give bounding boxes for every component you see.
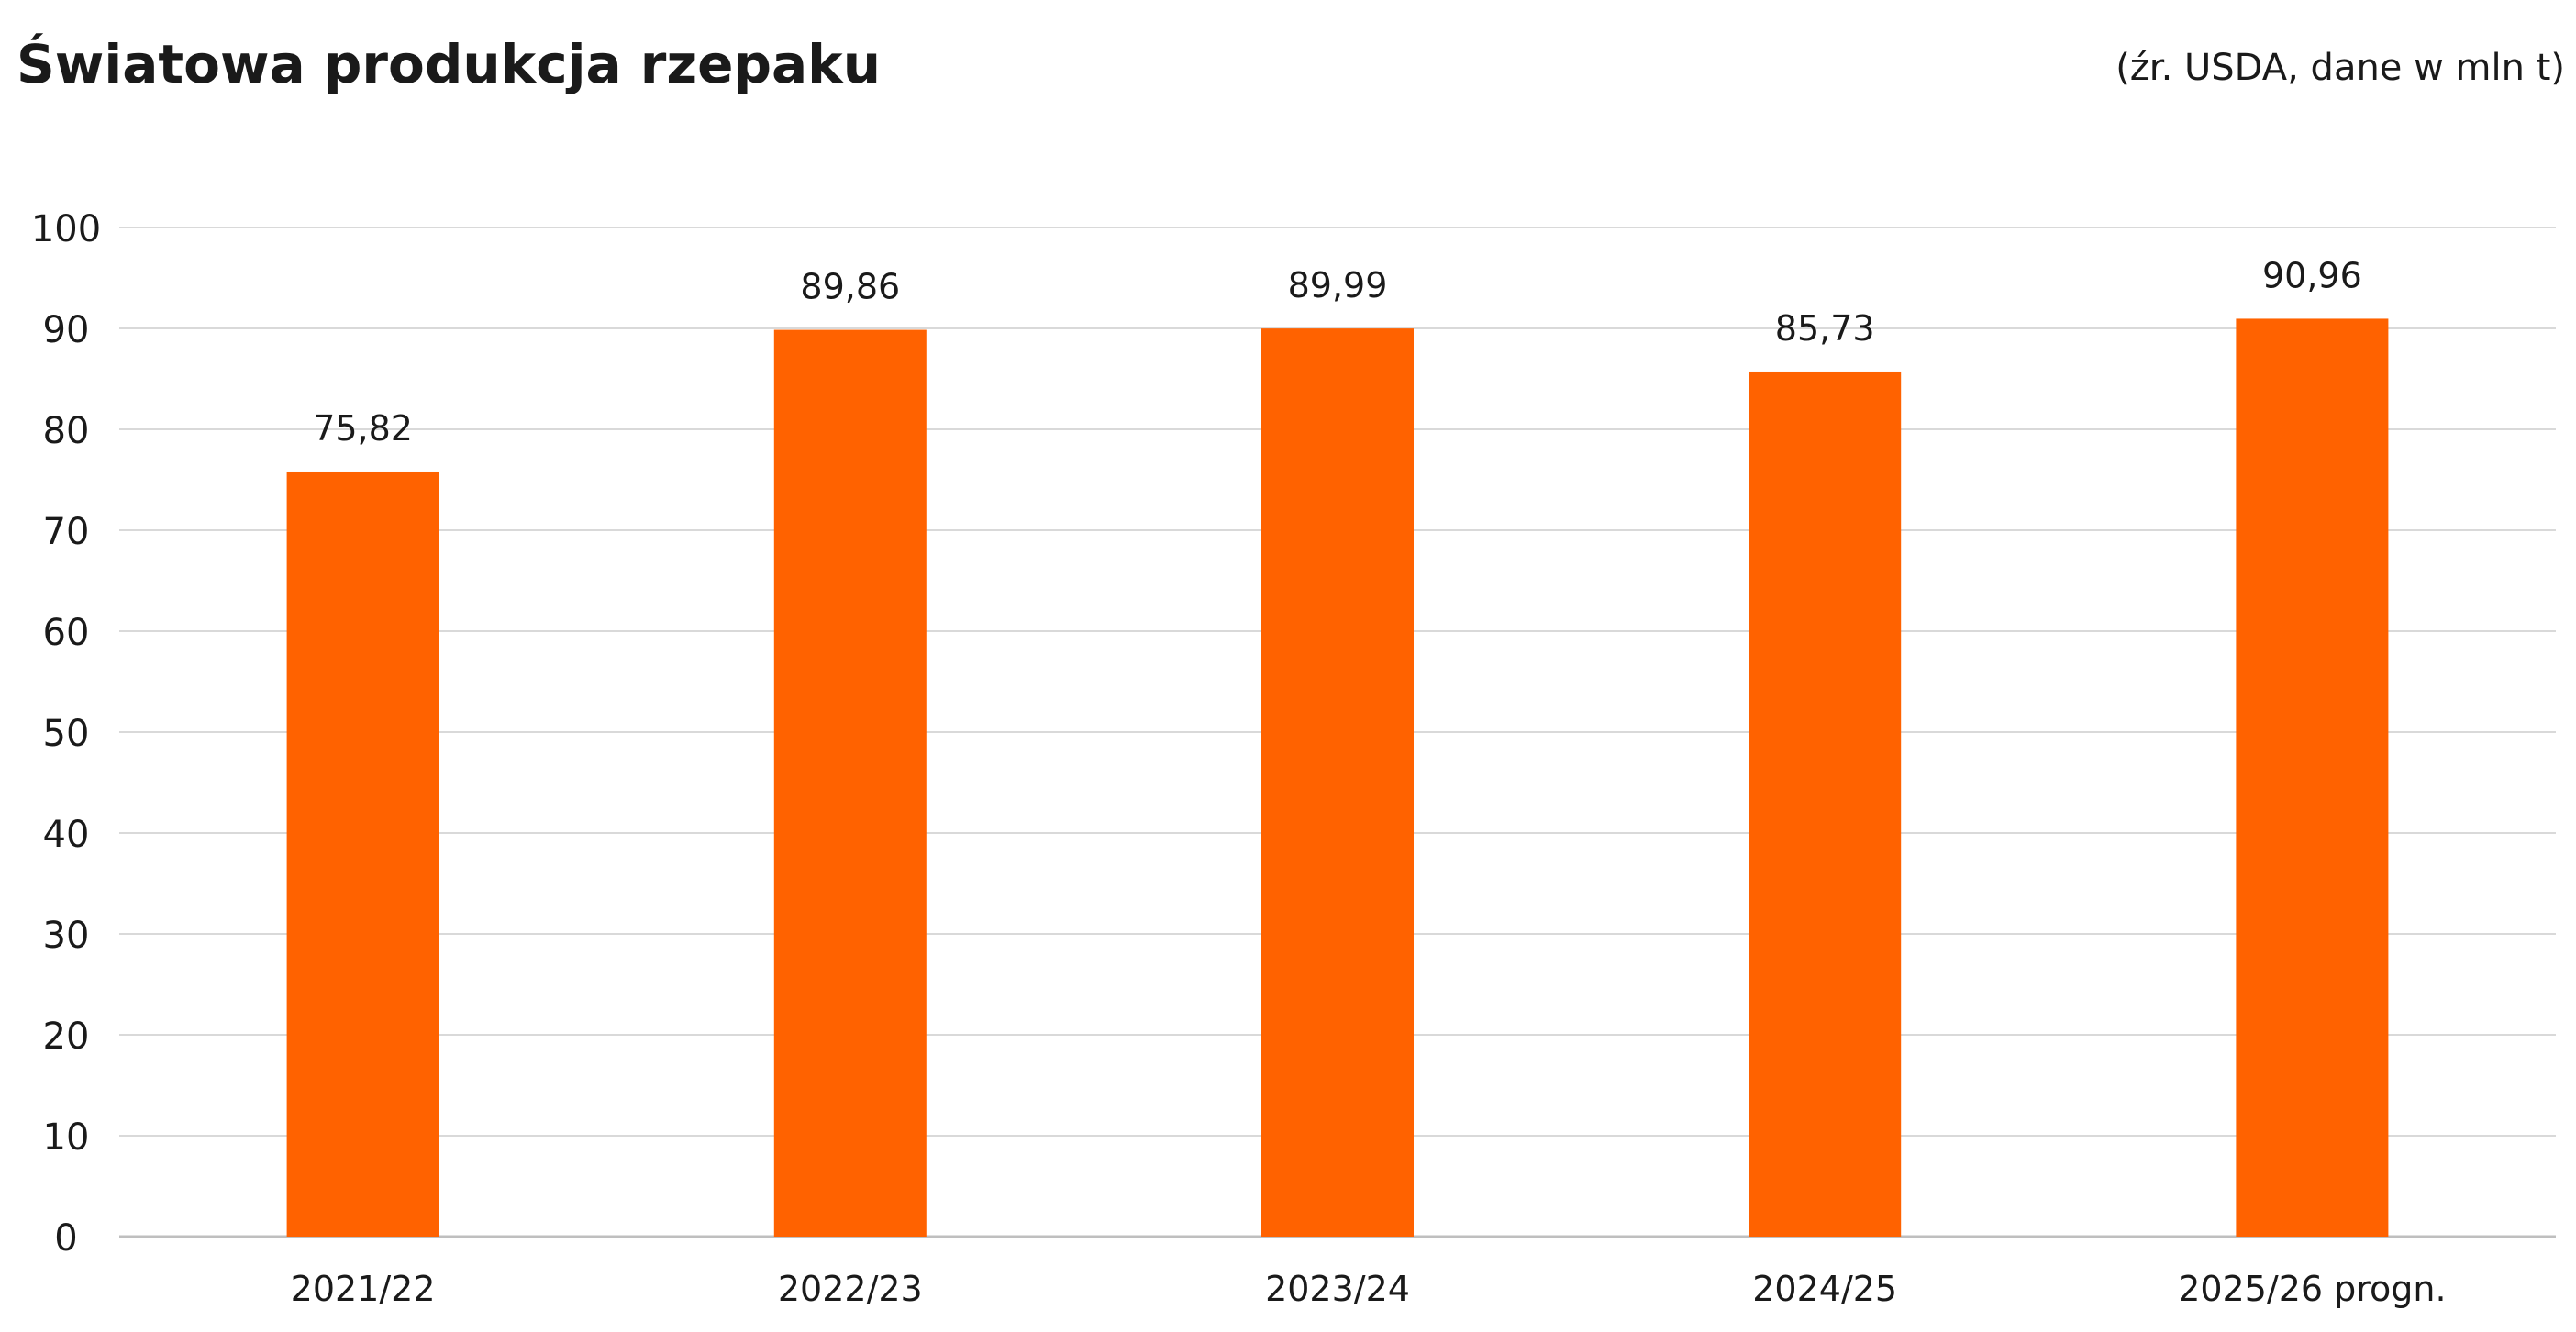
- x-category-label: 2025/26 progn.: [2178, 1269, 2446, 1309]
- bar: [286, 471, 439, 1237]
- y-tick-label: 80: [43, 410, 90, 452]
- bar-value-label: 90,96: [2262, 255, 2362, 295]
- x-category-label: 2021/22: [291, 1269, 436, 1309]
- y-tick-label: 40: [43, 814, 90, 856]
- y-tick-label: 10: [43, 1116, 90, 1159]
- y-tick-label: 100: [31, 208, 101, 250]
- x-category-label: 2023/24: [1265, 1269, 1410, 1309]
- bar-value-label: 89,99: [1288, 265, 1388, 305]
- bar: [1749, 371, 1902, 1238]
- bar: [1261, 328, 1414, 1237]
- bar-value-label: 75,82: [313, 408, 413, 449]
- bar: [773, 329, 927, 1237]
- y-tick-label: 20: [43, 1016, 90, 1058]
- bar: [2236, 318, 2389, 1237]
- bar-value-label: 85,73: [1775, 308, 1875, 349]
- y-tick-label: 30: [43, 915, 90, 957]
- y-tick-label: 70: [43, 511, 90, 553]
- y-tick-label: 60: [43, 612, 90, 654]
- x-category-label: 2024/25: [1752, 1269, 1897, 1309]
- bar-value-label: 89,86: [800, 267, 900, 307]
- y-tick-label: 0: [54, 1217, 77, 1260]
- x-category-label: 2022/23: [778, 1269, 923, 1309]
- y-tick-label: 50: [43, 713, 90, 755]
- chart-source-note: (źr. USDA, dane w mln t): [2115, 47, 2565, 89]
- y-tick-label: 90: [43, 309, 90, 351]
- chart-title: Światowa produkcja rzepaku: [17, 33, 882, 95]
